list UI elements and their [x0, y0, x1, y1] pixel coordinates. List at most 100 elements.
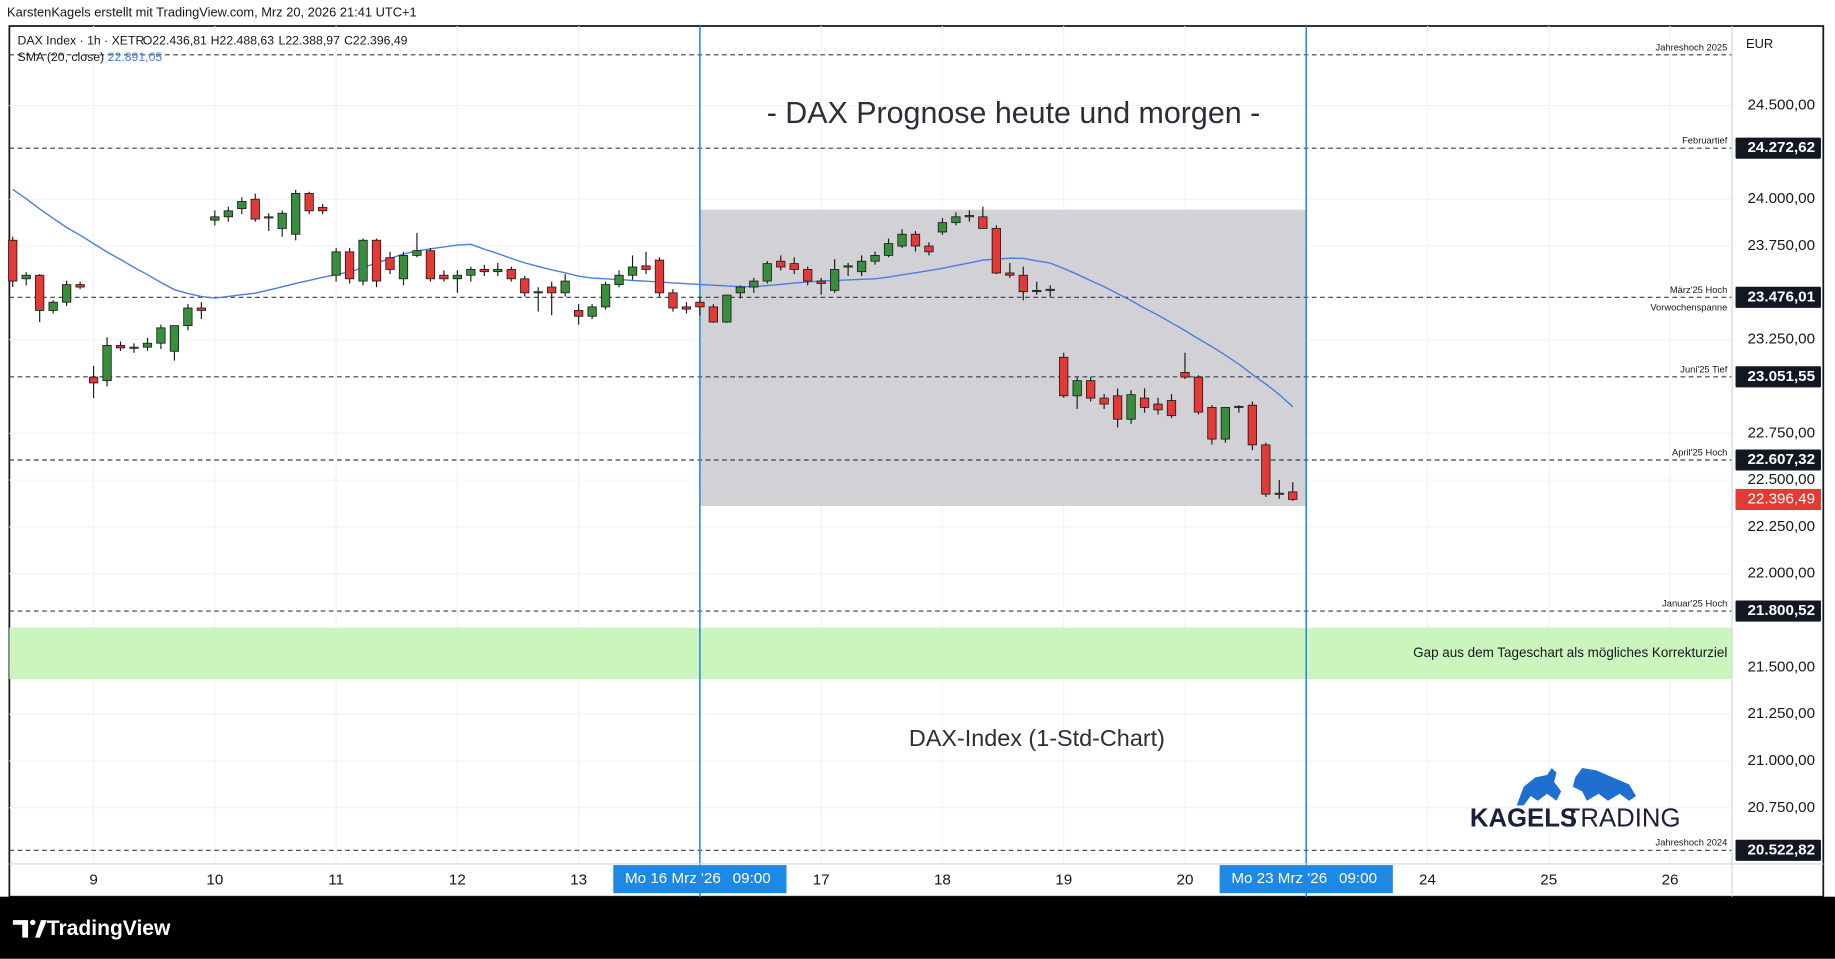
candle-body	[749, 280, 759, 288]
footer-bar	[0, 896, 1835, 959]
legend-sma: SMA (20, close)	[18, 50, 105, 64]
highlight-label: Mo 23 Mrz '26	[1231, 870, 1327, 887]
candle-body	[102, 345, 112, 382]
highlight-label-box	[1219, 865, 1393, 894]
candle-body	[654, 259, 665, 294]
plot-layer: 24.500,00 24.000,00 23.750,00 23.250,00 22.7…	[8, 26, 1821, 897]
candle-body	[1032, 289, 1042, 292]
candle-body	[574, 310, 584, 317]
candle-body	[1126, 394, 1136, 420]
candle-body	[587, 306, 597, 317]
candle-body	[1153, 403, 1163, 411]
candle-body	[641, 265, 651, 270]
candle-body	[169, 325, 180, 352]
candle-body	[614, 274, 624, 286]
candle-body	[1072, 380, 1082, 397]
highlight-time: 09:00	[1339, 870, 1377, 887]
x-tick-label: 25	[1540, 871, 1557, 888]
candle-body	[803, 269, 813, 282]
legend-close: C22.396,49	[344, 33, 408, 47]
candle-body	[88, 376, 99, 384]
y-tick-label: 24.500,00	[1747, 97, 1815, 114]
level-name: März'25 Hoch	[1670, 285, 1727, 295]
candle-body	[1059, 356, 1069, 397]
candle-body	[600, 284, 611, 308]
zone-label: Vorwochenspanne	[1650, 303, 1727, 313]
x-tick-label: 10	[206, 871, 223, 888]
level-price-label: 21.800,52	[1747, 602, 1815, 619]
sma-line	[12, 188, 1294, 408]
candle-body	[385, 257, 395, 270]
candle-body	[964, 215, 975, 218]
candle-body	[291, 193, 301, 235]
candle-body	[668, 292, 678, 309]
candle-body	[425, 250, 436, 280]
candle-body	[1193, 376, 1204, 413]
candle-body	[75, 284, 85, 288]
candle-body	[1166, 400, 1177, 417]
chart-subtitle: DAX-Index (1-Std-Chart)	[909, 725, 1165, 751]
level-price-box	[1735, 839, 1821, 861]
candle-body	[1018, 274, 1028, 293]
zone	[9, 627, 1733, 680]
candle-body	[1220, 407, 1231, 440]
candle-body	[816, 280, 826, 284]
currency: EUR	[1746, 36, 1773, 51]
candle-body	[1234, 405, 1244, 408]
y-tick-label: 22.500,00	[1747, 471, 1815, 488]
x-tick-label: 26	[1662, 871, 1679, 888]
x-tick-label: 19	[1055, 871, 1072, 888]
level-price-label: 23.051,55	[1747, 368, 1815, 385]
brand-name: KAGELS	[1470, 804, 1577, 832]
zone-label: Gap aus dem Tageschart als mögliches Kor…	[1413, 645, 1727, 660]
candle-body	[735, 286, 745, 294]
candle-body	[304, 193, 314, 212]
level-name: April'25 Hoch	[1672, 447, 1727, 457]
candle-body	[398, 254, 409, 280]
legend-low: L22.388,97	[279, 33, 341, 47]
candle-body	[1261, 444, 1271, 495]
candle-body	[48, 301, 58, 311]
level-name: Juni'25 Tief	[1680, 364, 1727, 374]
candle-body	[62, 284, 72, 303]
candle-body	[910, 233, 921, 247]
candle-body	[21, 274, 31, 280]
y-tick-label: 22.250,00	[1747, 518, 1815, 535]
candle-body	[318, 207, 328, 212]
candle-body	[250, 198, 260, 220]
candle-body	[843, 265, 853, 268]
x-tick-label: 13	[570, 871, 587, 888]
candle-body	[210, 216, 220, 221]
candle-body	[991, 228, 1001, 274]
footer-brand: TradingView	[47, 917, 171, 940]
y-tick-label: 21.250,00	[1747, 705, 1815, 722]
candle-body	[493, 269, 503, 273]
highlight-label-box	[613, 865, 787, 894]
candle-body	[1274, 492, 1284, 495]
candle-body	[142, 342, 153, 348]
candle-body	[156, 327, 166, 344]
candle-body	[560, 280, 570, 294]
last-price-label: 22.396,49	[1747, 490, 1815, 507]
candle-body	[506, 269, 516, 280]
candle-body	[924, 245, 934, 253]
footer-logo	[12, 919, 47, 938]
level-price-box	[1735, 449, 1821, 471]
level-price-box	[1735, 286, 1821, 308]
candle-body	[951, 216, 961, 224]
y-tick-label: 24.000,00	[1747, 190, 1815, 207]
level-price-label: 23.476,01	[1747, 288, 1815, 305]
y-tick-label: 20.750,00	[1747, 799, 1815, 816]
x-tick-label: 12	[449, 871, 466, 888]
x-tick-label: 9	[89, 871, 97, 888]
candle-body	[1099, 397, 1109, 405]
candle-body	[547, 286, 557, 294]
candle-body	[883, 243, 894, 256]
candle-body	[1288, 491, 1298, 500]
legend-symbol: DAX Index · 1h · XETR	[18, 33, 145, 47]
level-price-box	[1735, 600, 1821, 622]
candle-body	[277, 212, 287, 229]
x-tick-label: 24	[1419, 871, 1436, 888]
